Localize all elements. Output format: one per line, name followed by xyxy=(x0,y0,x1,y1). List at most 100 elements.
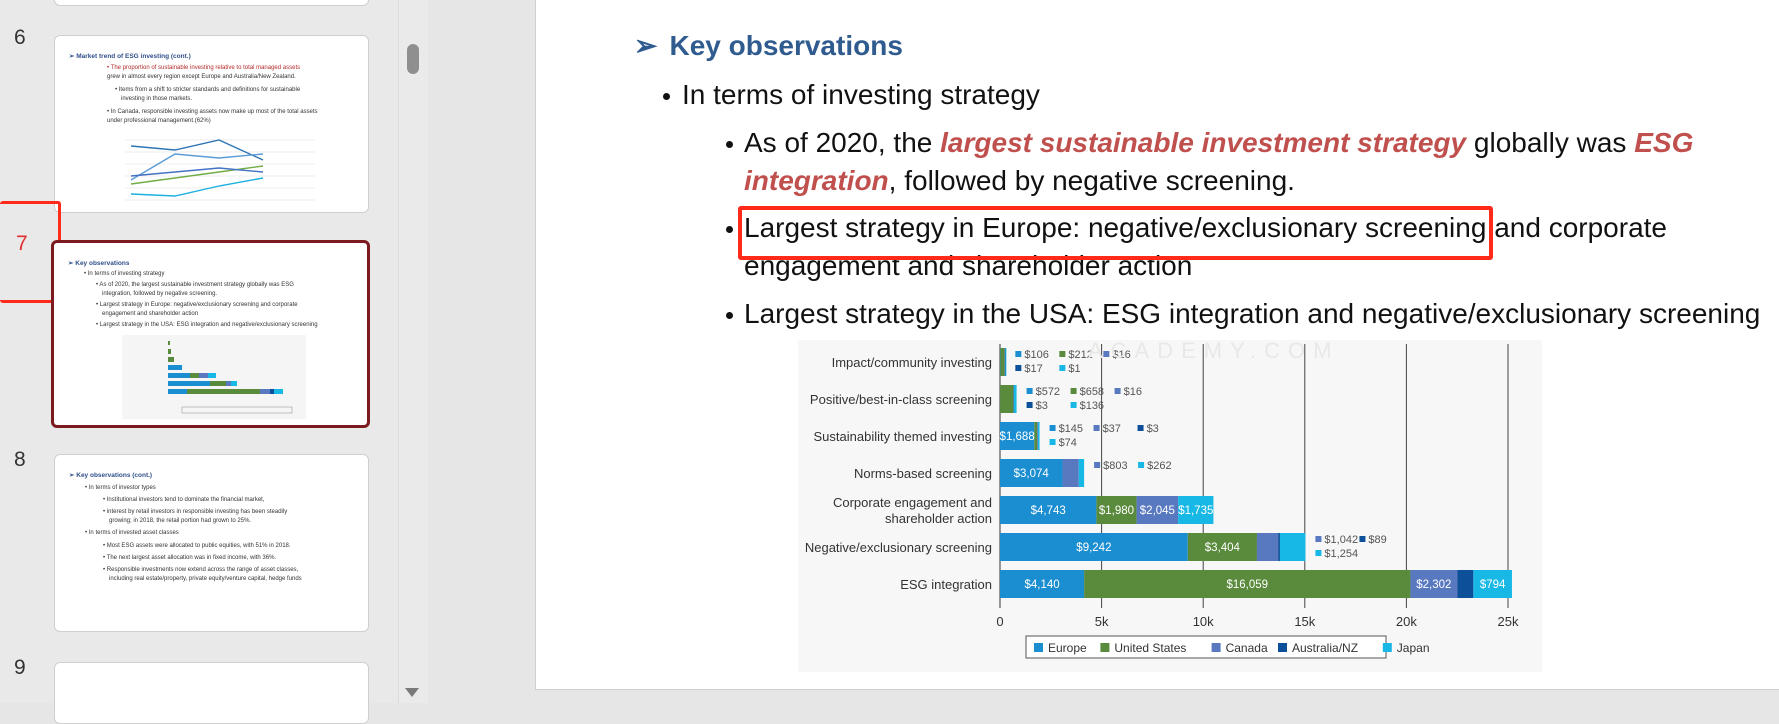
legend-swatch xyxy=(1114,388,1121,394)
bar-value-label: $136 xyxy=(1080,400,1104,412)
legend-label: United States xyxy=(1114,641,1186,655)
bar-segment xyxy=(1000,496,1097,524)
bar-segment xyxy=(1256,533,1279,561)
emphasis-text: ESG xyxy=(1634,127,1694,158)
legend-swatch xyxy=(1138,462,1145,468)
bar-value-label: $262 xyxy=(1147,460,1171,472)
bullet-esg-integration[interactable]: As of 2020, the largest sustainable inve… xyxy=(744,127,1693,159)
thumb-line: • In terms of investing strategy xyxy=(84,271,165,277)
bar-segment xyxy=(1005,348,1007,376)
bar-value-label: $212 xyxy=(1068,349,1092,361)
bullet-europe-strategy-line2[interactable]: engagement and shareholder action xyxy=(744,250,1193,281)
bar-value-label: $1,688 xyxy=(1000,431,1035,443)
thumb-title: ➢ Key observations xyxy=(68,260,130,267)
x-tick-label: 10k xyxy=(1193,614,1214,629)
bar-segment xyxy=(1000,459,1063,487)
bar-segment xyxy=(1096,496,1137,524)
bullet-investing-strategy[interactable]: In terms of investing strategy xyxy=(682,79,1040,110)
bar-segment xyxy=(1062,459,1079,487)
thumb-line: • The proportion of sustainable investin… xyxy=(107,65,301,71)
category-label: Corporate engagement and xyxy=(833,495,992,510)
thumb-line-chart xyxy=(125,139,315,201)
bar-value-label: $2,045 xyxy=(1140,505,1175,517)
bar-value-label: $16 xyxy=(1124,386,1142,398)
slide-number-9: 9 xyxy=(14,656,26,679)
category-label: Sustainability themed investing xyxy=(814,429,993,444)
thumb-line: including real estate/property, private … xyxy=(109,576,302,582)
thumb-line: growing; in 2018, the retail portion had… xyxy=(109,518,252,524)
text-run: As of 2020, the xyxy=(744,127,941,158)
legend-swatch xyxy=(1034,643,1043,652)
thumb-line: • Largest strategy in the USA: ESG integ… xyxy=(96,322,318,328)
slide-editor-canvas[interactable]: ➢ Key observations In terms of investing … xyxy=(428,0,1779,703)
category-label: Positive/best-in-class screening xyxy=(810,392,992,407)
thumb-line: • In terms of investor types xyxy=(85,485,156,491)
bar-value-label: $16 xyxy=(1112,349,1130,361)
bar-value-label: $1,980 xyxy=(1099,505,1134,517)
bullet-europe-strategy[interactable]: Largest strategy in Europe: negative/exc… xyxy=(744,212,1667,243)
text-run: globally was xyxy=(1466,127,1635,158)
bar-segment xyxy=(1178,496,1214,524)
bar-value-label: $74 xyxy=(1059,437,1077,449)
bar-segment xyxy=(1084,570,1411,598)
bar-segment xyxy=(1078,459,1085,487)
legend-label: Japan xyxy=(1397,641,1430,655)
x-tick-label: 0 xyxy=(996,614,1003,629)
legend-swatch xyxy=(1059,351,1066,357)
bar-segment xyxy=(1000,533,1188,561)
slide-number-8: 8 xyxy=(14,448,26,471)
bullet-esg-integration-line2[interactable]: integration, followed by negative screen… xyxy=(744,165,1295,197)
slide-heading[interactable]: ➢ Key observations xyxy=(634,29,903,62)
x-tick-label: 5k xyxy=(1095,614,1109,629)
strategy-bar-chart[interactable]: 0 5k 10k 15k 20k 25k Impact/community investin… xyxy=(798,338,1542,672)
bar-value-label: $1,735 xyxy=(1178,505,1213,517)
scrollbar-thumb[interactable] xyxy=(407,44,419,74)
emphasis-text: largest sustainable investment strategy xyxy=(940,127,1467,158)
bar-value-label: $1 xyxy=(1068,363,1080,375)
bullet-dot xyxy=(726,141,733,148)
slide-7[interactable]: ➢ Key observations In terms of investing … xyxy=(535,0,1779,690)
slide-thumbnail-7[interactable]: ➢ Key observations • In terms of investi… xyxy=(51,240,370,428)
bar-value-label: $16,059 xyxy=(1226,579,1268,591)
legend-label: Canada xyxy=(1226,641,1268,655)
bar-value-label: $803 xyxy=(1103,460,1127,472)
slide-number-7: 7 xyxy=(16,232,28,255)
thumb-title: ➢ Market trend of ESG investing (cont.) xyxy=(69,53,191,60)
highlight-box-europe xyxy=(738,206,1493,260)
thumb-line: • In terms of invested asset classes xyxy=(85,530,179,536)
slide-thumbnail-8[interactable]: ➢ Key observations (cont.) • In terms of… xyxy=(54,454,369,632)
category-label: shareholder action xyxy=(885,511,992,526)
legend-swatch xyxy=(1026,388,1033,394)
thumb-line: • As of 2020, the largest sustainable in… xyxy=(96,282,294,288)
bar-value-label: $17 xyxy=(1024,363,1042,375)
legend-swatch xyxy=(1049,425,1056,431)
bar-segment xyxy=(1000,422,1035,450)
scroll-down-arrow-icon[interactable] xyxy=(405,688,419,697)
bar-segment xyxy=(1000,348,1005,376)
bar-value-label: $3,074 xyxy=(1014,468,1050,480)
thumbnail-scrollbar[interactable] xyxy=(398,0,429,703)
bar-segment xyxy=(1013,385,1017,413)
bullet-usa-strategy[interactable]: Largest strategy in the USA: ESG integra… xyxy=(744,298,1761,329)
legend-swatch xyxy=(1211,643,1221,652)
slide-thumbnail-pane[interactable]: 6 ➢ Market trend of ESG investing (cont.… xyxy=(0,0,429,724)
category-label: ESG integration xyxy=(900,577,992,592)
x-tick-label: 20k xyxy=(1396,614,1417,629)
bar-value-label: $3,404 xyxy=(1205,542,1241,554)
legend-swatch xyxy=(1059,365,1066,371)
x-tick-label: 25k xyxy=(1498,614,1519,629)
bar-value-label: $3 xyxy=(1147,423,1159,435)
chart-svg: 0 5k 10k 15k 20k 25k Impact/community investin… xyxy=(805,338,1519,659)
slide-thumbnail-9[interactable] xyxy=(54,662,369,724)
bar-segment xyxy=(1136,496,1179,524)
bar-segment xyxy=(1279,533,1306,561)
category-label: Impact/community investing xyxy=(832,355,992,370)
x-tick-label: 15k xyxy=(1294,614,1315,629)
legend-label: Europe xyxy=(1048,641,1087,655)
slide-thumbnail-6[interactable]: ➢ Market trend of ESG investing (cont.) … xyxy=(54,35,369,213)
slide-thumbnail-5[interactable] xyxy=(54,0,369,6)
category-label: Norms-based screening xyxy=(854,466,992,481)
bar-value-label: $2,302 xyxy=(1416,579,1451,591)
bar-segment xyxy=(1034,422,1038,450)
legend-label: Australia/NZ xyxy=(1292,641,1358,655)
